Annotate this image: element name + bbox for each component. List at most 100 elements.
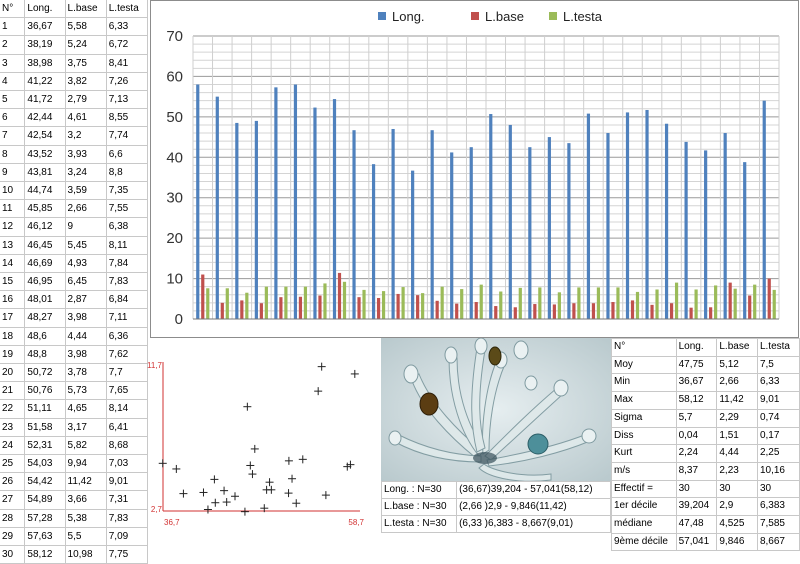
cell-lbase: 5,82	[65, 436, 107, 456]
bar-ltesta	[381, 291, 386, 319]
bar-lbase	[611, 302, 615, 319]
table-row: 25 54,03 9,94 7,03	[0, 454, 149, 474]
stat-value: 5,7	[675, 408, 718, 428]
stats-col-header: N°	[611, 338, 677, 357]
stat-value: 58,12	[675, 391, 718, 410]
cell-lbase: 9,94	[65, 454, 107, 474]
cell-lbase: 5,38	[65, 509, 107, 528]
measurements-table: N° Long. L.base L.testa 1 36,67 5,58 6,33 2 3…	[0, 0, 149, 564]
bar-lbase	[298, 296, 303, 319]
scatter-point	[172, 464, 181, 473]
bar-long	[664, 123, 669, 319]
stat-value: 9,01	[756, 391, 800, 410]
bar-lbase	[552, 304, 556, 319]
bar-ltesta	[694, 289, 698, 319]
cell-number: 16	[0, 290, 26, 310]
cell-number: 1	[0, 17, 26, 37]
stat-value: 2,29	[716, 408, 758, 428]
cell-number: 7	[0, 126, 26, 146]
cell-ltesta: 7,7	[106, 363, 149, 383]
cell-lbase: 2,66	[65, 199, 107, 219]
cell-long: 51,58	[24, 418, 66, 437]
cell-number: 14	[0, 254, 26, 274]
cell-long: 48,8	[24, 345, 66, 365]
bar-long	[606, 133, 610, 319]
bar-long	[274, 87, 278, 319]
cell-long: 54,03	[24, 454, 66, 474]
cell-number: 29	[0, 527, 26, 547]
cell-long: 36,67	[24, 17, 66, 37]
stat-value: 57,041	[675, 532, 718, 552]
bar-long	[508, 124, 512, 319]
scatter-point	[298, 455, 307, 464]
table-row: 23 51,58 3,17 6,41	[0, 418, 149, 437]
bar-ltesta	[577, 287, 581, 319]
bar-long	[567, 143, 571, 319]
table-row: 9 43,81 3,24 8,8	[0, 163, 149, 183]
stat-value: 10,16	[756, 461, 800, 481]
cell-long: 41,72	[24, 90, 66, 110]
bar-long	[645, 109, 649, 319]
cell-long: 50,76	[24, 381, 66, 401]
table-row: L.base : N=30 (2,66 )2,9 - 9,846(11,42)	[380, 498, 611, 516]
bar-long	[215, 96, 219, 320]
bar-ltesta	[733, 288, 737, 319]
bar-lbase	[416, 295, 420, 319]
bar-long	[528, 147, 532, 319]
bar-long	[391, 128, 395, 319]
cell-ltesta: 7,74	[106, 126, 149, 146]
bar-lbase	[591, 303, 596, 319]
bar-ltesta	[772, 289, 776, 319]
stat-value: 36,67	[675, 373, 718, 393]
scatter-point	[284, 489, 293, 498]
bar-ltesta	[342, 281, 347, 319]
scatter-x-max-label: 58,7	[348, 518, 364, 527]
cell-number: 28	[0, 509, 26, 528]
cell-lbase: 3,75	[65, 54, 107, 73]
cell-number: 21	[0, 381, 26, 401]
bar-lbase	[494, 306, 498, 319]
bar-ltesta	[245, 292, 249, 319]
y-tick-label: 60	[166, 68, 183, 85]
cell-ltesta: 9,01	[106, 472, 149, 492]
cell-lbase: 2,87	[65, 290, 107, 310]
stat-value: 9,846	[716, 532, 758, 552]
table-row: 22 51,11 4,65 8,14	[0, 399, 149, 419]
stat-value: 1,51	[716, 426, 758, 446]
bar-long	[313, 107, 317, 320]
bar-ltesta	[284, 286, 288, 319]
table-row: Sigma 5,7 2,29 0,74	[611, 408, 800, 428]
table-row: 12 46,12 9 6,38	[0, 217, 149, 237]
cell-number: 27	[0, 490, 26, 510]
table-row: 4 41,22 3,82 7,26	[0, 72, 149, 92]
cell-number: 26	[0, 472, 26, 492]
cell-long: 46,95	[24, 272, 66, 292]
cell-long: 42,44	[24, 108, 66, 128]
table-row: 1 36,67 5,58 6,33	[0, 17, 149, 37]
bar-ltesta	[460, 289, 464, 319]
bar-long	[684, 141, 688, 319]
stat-value: 2,24	[675, 444, 718, 463]
cell-long: 57,28	[24, 509, 66, 528]
stat-label: 9ème décile	[611, 532, 677, 552]
stat-label: Diss	[611, 426, 677, 446]
bar-long	[371, 164, 376, 319]
bar-ltesta	[518, 287, 522, 319]
stat-label: Effectif =	[611, 479, 677, 499]
stat-label: Sigma	[611, 408, 677, 428]
range-label: Long. : N=30	[380, 481, 458, 499]
cell-number: 17	[0, 308, 26, 328]
cell-long: 48,27	[24, 308, 66, 328]
scatter-y-max-label: 11,7	[147, 361, 163, 370]
scatter-point	[250, 444, 259, 453]
bar-ltesta	[557, 292, 561, 319]
col-header-number: N°	[0, 0, 26, 19]
table-row: 5 41,72 2,79 7,13	[0, 90, 149, 110]
stat-value: 4,44	[716, 444, 758, 463]
legend-label: L.testa	[563, 9, 603, 24]
cell-lbase: 5,73	[65, 381, 107, 401]
cell-long: 41,22	[24, 72, 66, 92]
stat-label: 1er décile	[611, 497, 677, 517]
stat-value: 0,17	[756, 426, 800, 446]
stat-value: 6,383	[756, 497, 800, 517]
